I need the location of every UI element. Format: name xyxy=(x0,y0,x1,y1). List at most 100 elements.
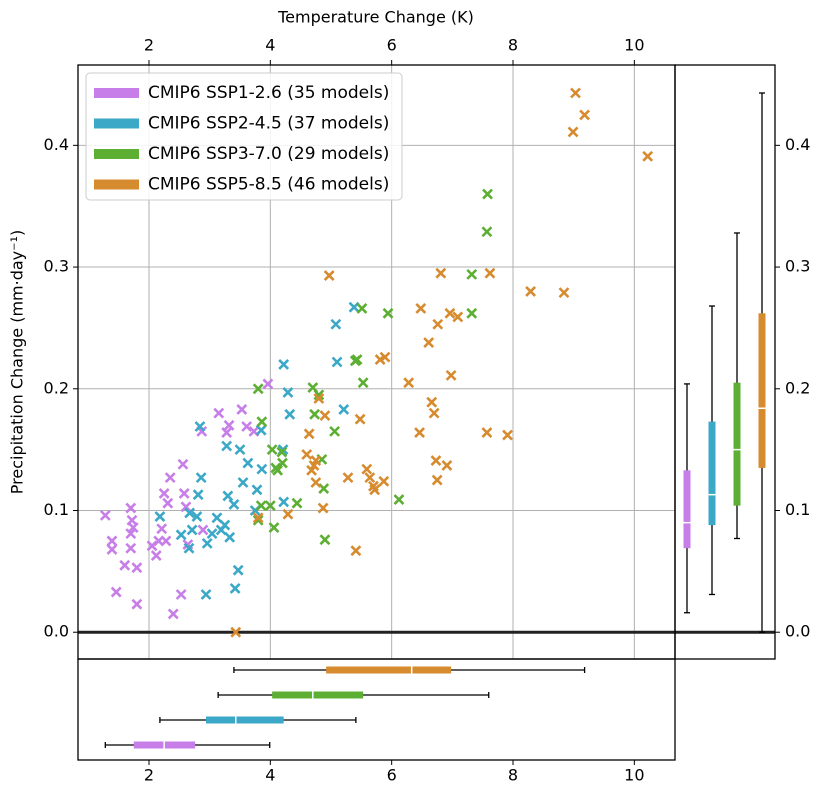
scatter-point xyxy=(323,270,335,281)
scatter-point xyxy=(252,383,264,395)
scatter-point xyxy=(256,463,268,475)
scatter-point xyxy=(150,550,162,561)
scatter-point xyxy=(310,477,322,488)
scatter-point xyxy=(106,544,118,555)
scatter-point xyxy=(452,311,464,323)
y-axis-label: Precipitation Change (mm·day⁻¹) xyxy=(8,230,27,494)
x-tick-label: 4 xyxy=(265,36,275,55)
scatter-point xyxy=(319,534,331,546)
scatter-point xyxy=(303,428,315,440)
scatter-point xyxy=(284,408,296,420)
x-tick-label: 8 xyxy=(508,766,518,785)
scatter-point xyxy=(242,457,254,469)
y-tick-label: 0.1 xyxy=(44,500,69,519)
scatter-point xyxy=(379,351,391,363)
scatter-point xyxy=(382,307,394,319)
y-tick-label: 0.3 xyxy=(785,257,810,276)
box xyxy=(683,470,691,549)
scatter-point xyxy=(256,416,268,428)
scatter-point xyxy=(252,514,264,526)
scatter-point xyxy=(291,497,303,509)
scatter-point xyxy=(361,463,373,475)
bottom-panel-frame xyxy=(77,658,676,761)
scatter-point xyxy=(481,427,493,439)
scatter-point xyxy=(349,355,361,367)
scatter-point xyxy=(184,507,196,519)
y-tick-label: 0.0 xyxy=(44,622,69,641)
scatter-point xyxy=(262,378,274,390)
scatter-point xyxy=(348,301,360,313)
y-tick-label: 0.4 xyxy=(44,135,69,154)
scatter-point xyxy=(313,389,325,401)
scatter-point xyxy=(251,484,263,496)
x-tick-label: 6 xyxy=(387,36,397,55)
legend-swatch xyxy=(94,149,139,159)
scatter-point xyxy=(430,455,442,467)
scatter-point xyxy=(317,502,329,514)
scatter-point xyxy=(162,497,174,509)
scatter-point xyxy=(222,490,234,502)
y-tick-label: 0.4 xyxy=(785,135,810,154)
box xyxy=(758,313,766,468)
scatter-point xyxy=(268,522,280,533)
scatter-point xyxy=(175,589,187,600)
legend-swatch xyxy=(94,88,139,98)
scatter-point xyxy=(236,404,248,415)
legend-swatch xyxy=(94,118,139,129)
scatter-point xyxy=(354,413,366,425)
legend-label: CMIP6 SSP5-8.5 (46 models) xyxy=(148,175,389,195)
scatter-point xyxy=(229,582,241,594)
scatter-point xyxy=(178,488,190,499)
scatter-point xyxy=(282,508,294,520)
scatter-point xyxy=(426,396,438,408)
scatter-point xyxy=(278,359,290,370)
scatter-point xyxy=(329,425,341,437)
scatter-point xyxy=(431,474,443,486)
legend-label: CMIP6 SSP1-2.6 (35 models) xyxy=(148,83,389,103)
scatter-point xyxy=(393,494,405,505)
scatter-point xyxy=(319,410,331,421)
box xyxy=(326,666,452,674)
x-tick-label: 10 xyxy=(624,766,644,785)
scatter-point xyxy=(350,545,362,557)
scatter-point xyxy=(255,500,267,512)
scatter-point xyxy=(338,404,350,415)
scatter-point xyxy=(224,531,236,543)
scatter-point xyxy=(119,559,131,571)
scatter-point xyxy=(368,480,379,492)
scatter-point xyxy=(206,528,218,540)
box xyxy=(272,691,364,699)
scatter-point xyxy=(167,608,179,620)
scatter-point xyxy=(200,589,212,600)
scatter-point xyxy=(310,455,322,467)
y-tick-label: 0.3 xyxy=(44,257,69,276)
x-tick-label: 10 xyxy=(624,36,644,55)
scatter-point xyxy=(441,460,453,471)
scatter-point xyxy=(237,477,249,488)
scatter-point xyxy=(194,421,206,432)
scatter-point xyxy=(301,449,313,460)
scatter-point xyxy=(160,535,172,547)
scatter-point xyxy=(183,542,195,554)
scatter-point xyxy=(356,303,368,314)
box xyxy=(708,421,716,526)
box xyxy=(206,716,284,724)
x-tick-label: 8 xyxy=(508,36,518,55)
scatter-point xyxy=(264,500,276,512)
scatter-point xyxy=(228,498,240,510)
x-tick-label: 2 xyxy=(144,36,154,55)
scatter-point xyxy=(241,421,253,432)
legend-label: CMIP6 SSP2-4.5 (37 models) xyxy=(148,114,389,134)
legend-box xyxy=(85,72,403,201)
scatter-point xyxy=(642,150,654,162)
scatter-point xyxy=(481,226,493,238)
scatter-point xyxy=(177,458,189,470)
y-tick-label: 0.2 xyxy=(44,378,69,397)
scatter-point xyxy=(221,440,233,452)
scatter-point xyxy=(306,464,318,476)
scatter-point xyxy=(378,475,390,487)
scatter-point xyxy=(186,524,198,536)
scatter-point xyxy=(213,407,225,419)
scatter-point xyxy=(211,512,223,524)
